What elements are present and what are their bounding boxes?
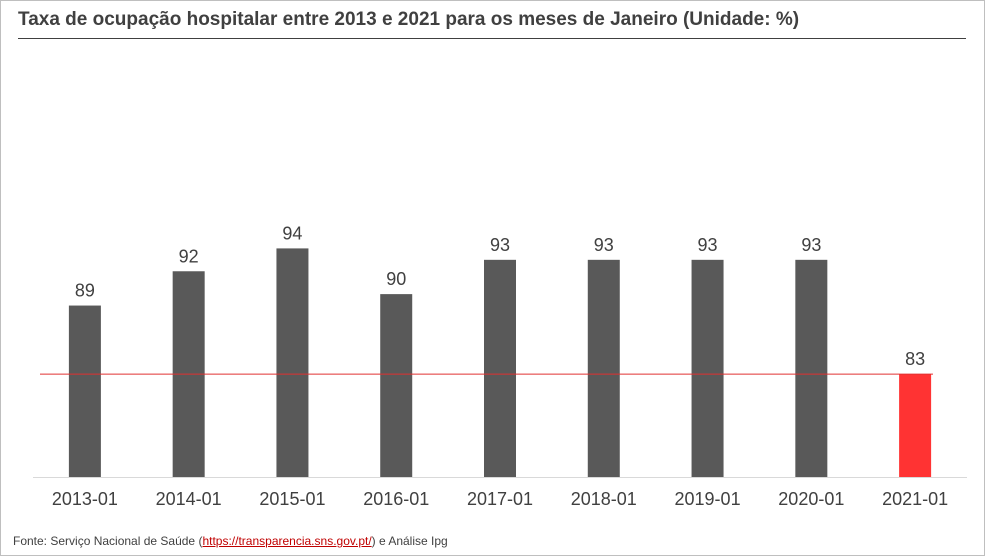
data-label: 93 xyxy=(594,235,614,255)
source-suffix: ) e Análise Ipg xyxy=(371,534,448,548)
x-tick-label: 2019-01 xyxy=(675,489,741,509)
bar xyxy=(380,294,413,477)
bar xyxy=(276,248,309,477)
data-label: 93 xyxy=(801,235,821,255)
chart-title: Taxa de ocupação hospitalar entre 2013 e… xyxy=(18,9,800,30)
source-note: Fonte: Serviço Nacional de Saúde (https:… xyxy=(13,534,448,548)
bar xyxy=(899,374,932,477)
data-label: 93 xyxy=(490,235,510,255)
x-tick-label: 2017-01 xyxy=(467,489,533,509)
data-label: 93 xyxy=(698,235,718,255)
data-label: 89 xyxy=(75,281,95,301)
bar xyxy=(587,259,620,477)
source-prefix: Fonte: Serviço Nacional de Saúde ( xyxy=(13,534,203,548)
source-link[interactable]: https://transparencia.sns.gov.pt/ xyxy=(202,534,372,548)
bar xyxy=(68,305,101,477)
bar xyxy=(691,259,724,477)
x-tick-label: 2018-01 xyxy=(571,489,637,509)
x-tick-label: 2015-01 xyxy=(259,489,325,509)
x-tick-label: 2016-01 xyxy=(363,489,429,509)
x-tick-label: 2020-01 xyxy=(778,489,844,509)
x-tick-label: 2021-01 xyxy=(882,489,948,509)
data-label: 94 xyxy=(282,223,302,243)
data-label: 92 xyxy=(179,246,199,266)
bar xyxy=(795,259,828,477)
title-divider xyxy=(18,38,966,39)
x-tick-label: 2013-01 xyxy=(52,489,118,509)
data-label: 83 xyxy=(905,349,925,369)
x-tick-label: 2014-01 xyxy=(156,489,222,509)
bar xyxy=(484,259,516,477)
data-label: 90 xyxy=(386,269,406,289)
